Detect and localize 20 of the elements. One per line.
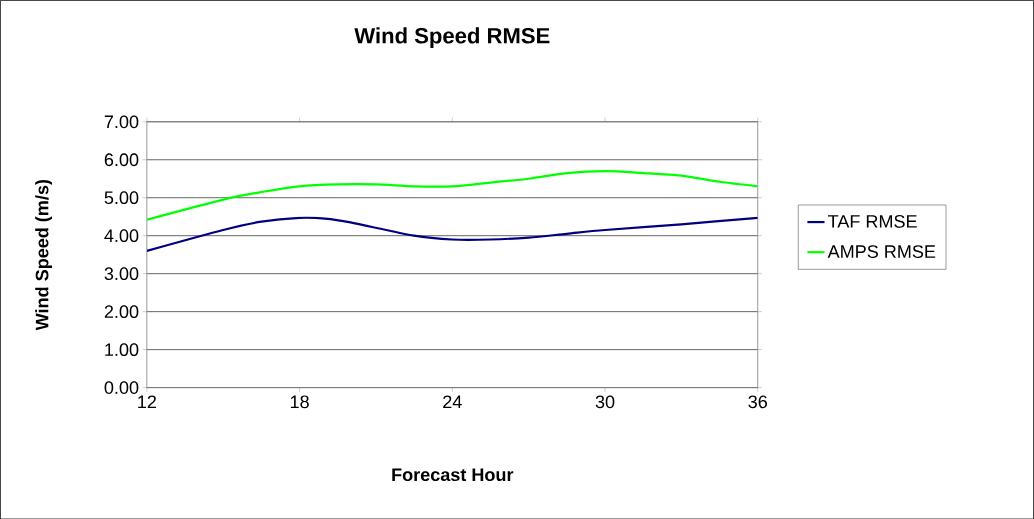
y-tick-label: 1.00 bbox=[105, 343, 139, 356]
y-tick-label: 5.00 bbox=[104, 191, 139, 204]
y-axis-title: Wind Speed (m/s) bbox=[35, 179, 53, 331]
y-tick-label: 4.00 bbox=[104, 229, 139, 242]
legend-label: AMPS RMSE bbox=[827, 244, 936, 258]
x-tick-label: 12 bbox=[138, 395, 156, 408]
x-axis-title: Forecast Hour bbox=[392, 468, 514, 481]
line-series bbox=[146, 169, 758, 221]
x-tick-label: 18 bbox=[290, 395, 309, 408]
chart-title: Wind Speed RMSE bbox=[354, 27, 550, 48]
x-tick-label: 30 bbox=[595, 395, 615, 408]
y-tick-label: 7.00 bbox=[104, 115, 139, 128]
y-tick-label: 2.00 bbox=[104, 305, 139, 318]
x-tick-label: 36 bbox=[748, 395, 767, 408]
y-tick-label: 3.00 bbox=[104, 267, 139, 280]
legend-label: TAF RMSE bbox=[828, 214, 917, 228]
y-tick-label: 0.00 bbox=[104, 381, 139, 394]
line-series bbox=[146, 216, 758, 252]
x-tick-label: 24 bbox=[443, 395, 462, 408]
y-tick-label: 6.00 bbox=[104, 153, 139, 166]
